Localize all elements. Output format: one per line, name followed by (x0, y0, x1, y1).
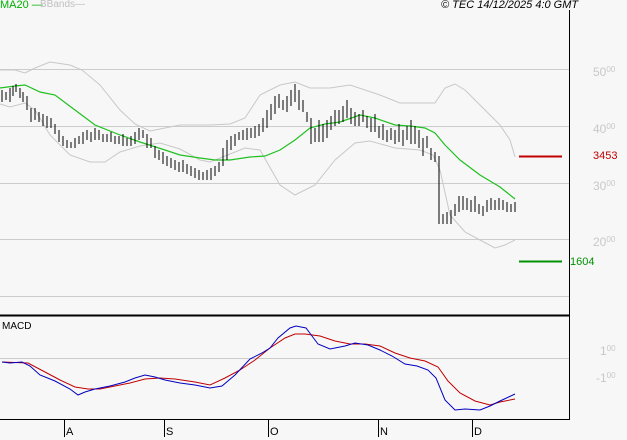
price-tick-4000: 4000 (593, 122, 616, 136)
price-tick-2000: 2000 (593, 235, 616, 249)
month-label-nov: N (380, 426, 388, 438)
legend-bbands-label: BBands (40, 0, 76, 10)
bbands-lower-line (0, 102, 516, 249)
macd-line (1, 325, 516, 411)
month-label-dec: D (474, 426, 482, 438)
month-ticks (64, 420, 473, 437)
month-label-oct: O (270, 426, 279, 438)
macd-signal-line (1, 333, 516, 406)
macd-tick-100: 100 (600, 344, 616, 358)
month-label-aug: A (66, 426, 74, 438)
resistance-label: 3453 (593, 150, 618, 162)
legend-bbands-swatch: — (75, 0, 86, 10)
price-gridlines (0, 69, 569, 359)
legend-ma20-swatch: — (28, 0, 43, 11)
price-tick-5000: 5000 (593, 65, 616, 79)
month-label-sep: S (166, 426, 174, 438)
legend-ma20-label: MA20 (0, 0, 29, 11)
legend-ma20: MA20 — (0, 0, 43, 11)
copyright-timestamp: © TEC 14/12/2025 4:0 GMT (441, 0, 579, 11)
support-label: 1604 (570, 256, 595, 268)
price-tick-3000: 3000 (593, 179, 616, 193)
macd-title: MACD (2, 321, 32, 332)
bbands-upper-line (0, 61, 516, 158)
price-bars (1, 84, 516, 224)
legend-bbands: BBands— (40, 0, 85, 10)
chart-frame (0, 10, 570, 420)
macd-tick-minus-100: -100 (596, 371, 616, 385)
ma20-line (0, 84, 516, 200)
